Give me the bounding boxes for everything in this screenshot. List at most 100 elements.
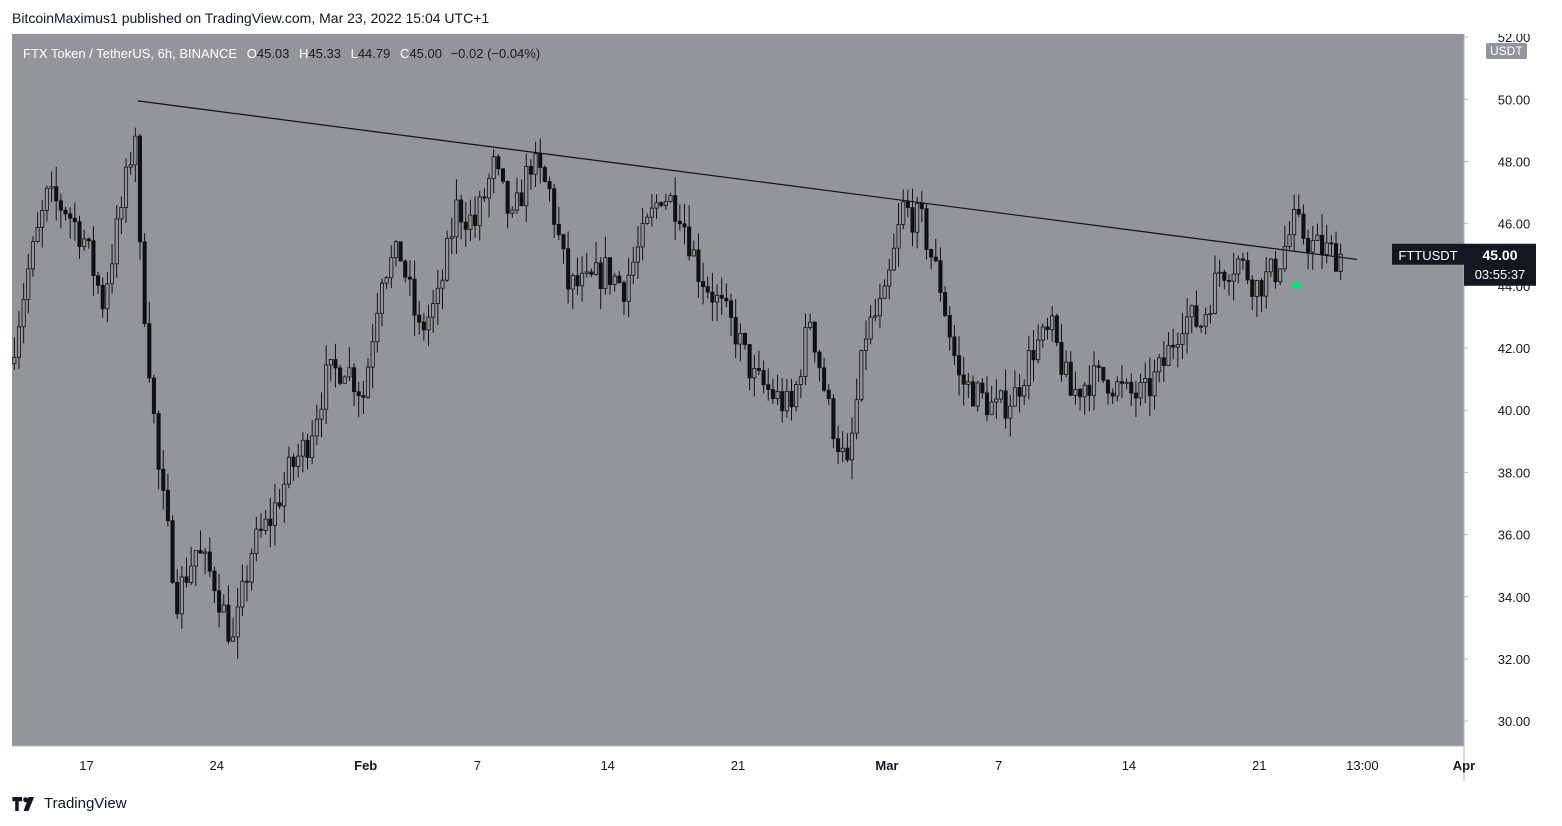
ohlc-low-label: L (350, 46, 358, 61)
candle-body (426, 316, 431, 331)
price-chart[interactable]: 30.0032.0034.0036.0038.0040.0042.0044.00… (12, 34, 1549, 781)
candle-body (533, 153, 538, 175)
publisher-header: BitcoinMaximus1 published on TradingView… (12, 10, 490, 26)
time-axis-pane (12, 746, 1464, 781)
candle-body (300, 439, 305, 457)
candle-body (524, 165, 529, 207)
candle-body (40, 209, 45, 228)
candle-body (873, 315, 878, 318)
candle-body (1315, 234, 1320, 241)
candle-body (1147, 378, 1152, 397)
x-tick-label: 14 (600, 758, 614, 773)
candle-body (1231, 273, 1236, 282)
candle-body (1212, 272, 1218, 314)
candle-body (770, 389, 775, 400)
currency-badge[interactable]: USDT (1485, 42, 1528, 60)
candle-body (1226, 280, 1232, 282)
candle-body (217, 590, 222, 613)
candle-body (868, 316, 873, 340)
candle-body (984, 392, 990, 416)
candle-body (379, 282, 385, 314)
x-tick-label: 7 (474, 758, 481, 773)
candle-body (747, 344, 752, 379)
candle-body (1036, 339, 1041, 361)
candle-body (761, 370, 766, 386)
current-price-tag (1464, 243, 1536, 286)
candle-body (552, 188, 557, 225)
candle-body (580, 272, 585, 287)
candle-body (417, 314, 422, 323)
x-tick-label: Feb (354, 758, 377, 773)
candle-body (780, 391, 785, 412)
candle-body (296, 455, 301, 467)
candle-body (649, 207, 654, 218)
x-tick-label: 17 (79, 758, 93, 773)
y-tick-label: 48.00 (1498, 154, 1531, 169)
candle-body (161, 468, 166, 491)
symbol-price-tag (1392, 243, 1464, 265)
candle-body (617, 275, 622, 284)
candle-body (151, 377, 156, 414)
candle-body (1171, 344, 1176, 348)
candle-body (170, 520, 175, 583)
candle-body (1152, 371, 1157, 397)
candle-body (1003, 390, 1008, 419)
y-tick-label: 52.00 (1498, 34, 1531, 45)
ohlc-close-label: C (400, 46, 410, 61)
candle-body (189, 565, 194, 583)
candle-body (486, 178, 492, 199)
candle-body (594, 262, 599, 275)
y-tick-label: 32.00 (1498, 652, 1531, 667)
candle-body (612, 275, 617, 285)
x-tick-label: 14 (1122, 758, 1136, 773)
candle-body (938, 260, 943, 293)
candle-body (1310, 240, 1315, 253)
candle-body (863, 338, 869, 351)
candle-body (831, 398, 836, 440)
bar-countdown-label: 03:55:37 (1475, 267, 1526, 282)
candle-body (105, 283, 110, 310)
candle-body (137, 135, 143, 243)
candle-body (240, 580, 245, 608)
candle-body (1166, 344, 1171, 366)
candle-body (468, 214, 473, 230)
candle-body (673, 195, 678, 222)
candle-body (1268, 258, 1273, 273)
candle-body (817, 351, 822, 369)
candle-body (1110, 392, 1115, 397)
candle-body (584, 271, 589, 274)
candle-body (1273, 258, 1278, 283)
candle-body (231, 636, 236, 642)
candle-body (1338, 253, 1343, 272)
candle-body (1296, 208, 1301, 215)
candle-body (100, 284, 105, 310)
candle-body (556, 224, 561, 236)
candle-body (929, 249, 934, 258)
candle-body (35, 227, 40, 242)
ohlc-open: 45.03 (256, 46, 290, 61)
candle-body (193, 550, 198, 567)
candle-body (1022, 385, 1027, 397)
candle-body (361, 395, 366, 398)
candle-body (1129, 381, 1134, 394)
candle-body (203, 551, 208, 554)
candle-body (994, 398, 999, 403)
candle-body (798, 376, 803, 385)
candle-body (808, 321, 813, 328)
candle-body (742, 332, 748, 345)
candle-body (1203, 313, 1208, 327)
candle-body (123, 166, 129, 208)
candle-body (244, 580, 250, 583)
candle-body (1217, 271, 1222, 274)
x-tick-label: Mar (875, 758, 898, 773)
candle-body (328, 359, 333, 366)
candle-body (272, 502, 277, 526)
candle-body (677, 220, 682, 225)
candle-body (1138, 382, 1143, 399)
candle-body (784, 390, 789, 412)
candle-body (403, 260, 408, 278)
candle-body (1124, 381, 1129, 384)
candle-body (1078, 388, 1083, 398)
candles-group (12, 127, 1343, 659)
candle-body (1306, 238, 1311, 253)
